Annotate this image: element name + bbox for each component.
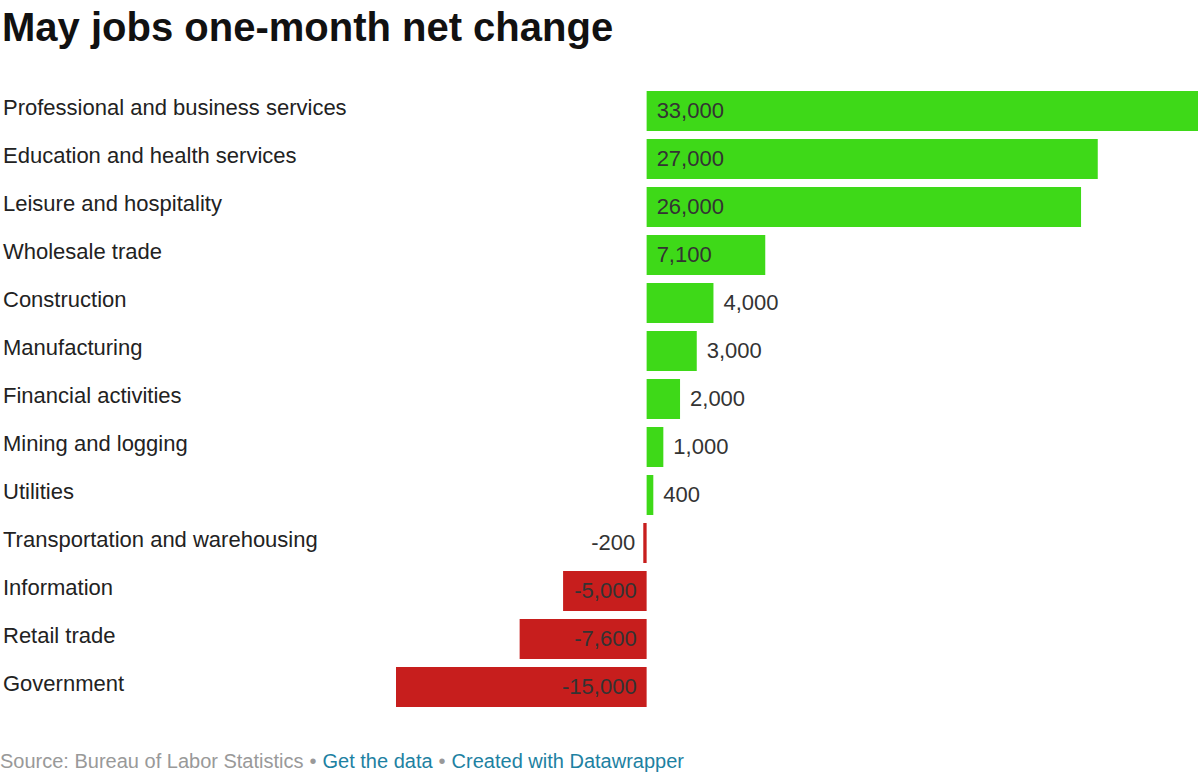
bar	[647, 427, 664, 467]
data-label: -15,000	[562, 674, 637, 699]
data-label: -5,000	[574, 578, 636, 603]
footer-link: Created with Datawrapper	[452, 750, 685, 772]
y-tick-label: Leisure and hospitality	[3, 191, 222, 216]
bars	[396, 91, 1198, 707]
y-tick-label: Wholesale trade	[3, 239, 162, 264]
y-tick-label: Financial activities	[3, 383, 182, 408]
bar	[647, 91, 1198, 131]
y-tick-label: Professional and business services	[3, 95, 347, 120]
bar	[647, 331, 697, 371]
bar	[647, 475, 654, 515]
bar	[647, 283, 714, 323]
bar	[647, 379, 680, 419]
data-label: 1,000	[673, 434, 728, 459]
data-label: 33,000	[657, 98, 724, 123]
data-label: 400	[663, 482, 700, 507]
y-tick-label: Utilities	[3, 479, 74, 504]
bar	[647, 187, 1081, 227]
separator: •	[310, 750, 317, 772]
y-tick-label: Mining and logging	[3, 431, 188, 456]
y-tick-label: Construction	[3, 287, 127, 312]
data-label: 7,100	[657, 242, 712, 267]
bar	[520, 619, 647, 659]
data-label: 27,000	[657, 146, 724, 171]
y-tick-label: Education and health services	[3, 143, 297, 168]
y-tick-label: Government	[3, 671, 124, 696]
footer-link: Get the data	[323, 750, 434, 772]
data-label: 4,000	[723, 290, 778, 315]
y-tick-label: Transportation and warehousing	[3, 527, 318, 552]
y-tick-label: Manufacturing	[3, 335, 142, 360]
bar	[396, 667, 647, 707]
bar	[647, 139, 1098, 179]
data-label: 3,000	[707, 338, 762, 363]
data-labels: 33,000 27,000 26,000 7,100 4,000 3,000 2,000 1,…	[562, 98, 779, 699]
data-label: 2,000	[690, 386, 745, 411]
data-label: -7,600	[574, 626, 636, 651]
title: May jobs one-month net change	[2, 5, 613, 49]
data-label: 26,000	[657, 194, 724, 219]
source: Source: Bureau of Labor Statistics	[0, 750, 304, 772]
footer: Source: Bureau of Labor Statistics•Get t…	[0, 750, 684, 772]
y-tick-label: Retail trade	[3, 623, 116, 648]
bar	[643, 523, 646, 563]
y-axis: Professional and business services Educat…	[3, 95, 347, 696]
bar	[563, 571, 647, 611]
bar	[647, 235, 766, 275]
y-tick-label: Information	[3, 575, 113, 600]
data-label: -200	[591, 530, 635, 555]
separator: •	[439, 750, 446, 772]
chart: May jobs one-month net change Professiona…	[0, 0, 1200, 776]
